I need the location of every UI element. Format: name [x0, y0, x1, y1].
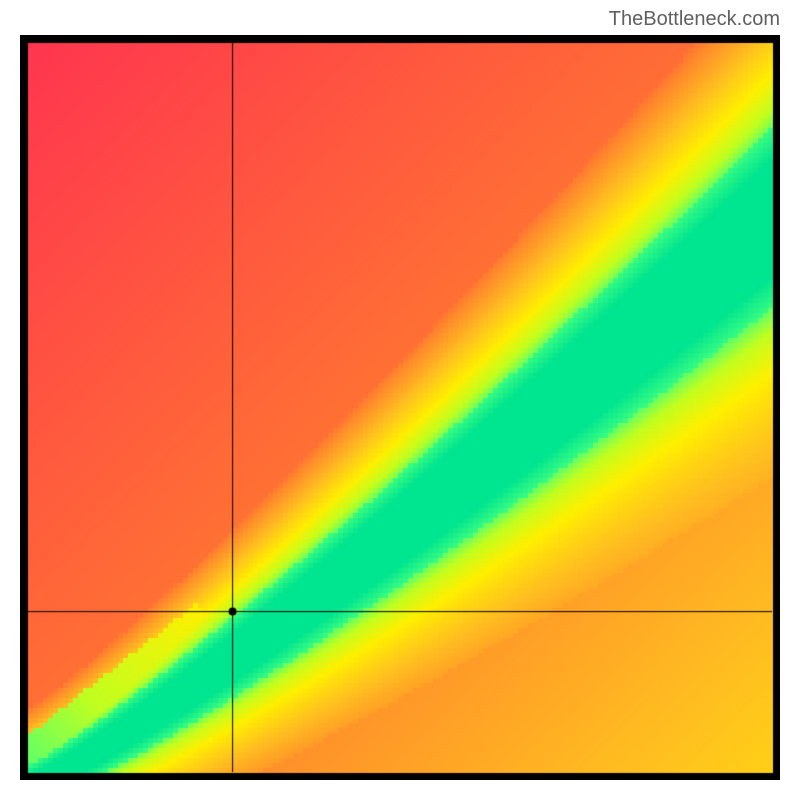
watermark-text: TheBottleneck.com [609, 8, 780, 31]
plot-area [20, 35, 780, 780]
chart-container: TheBottleneck.com [0, 0, 800, 800]
heatmap-canvas [20, 35, 780, 780]
